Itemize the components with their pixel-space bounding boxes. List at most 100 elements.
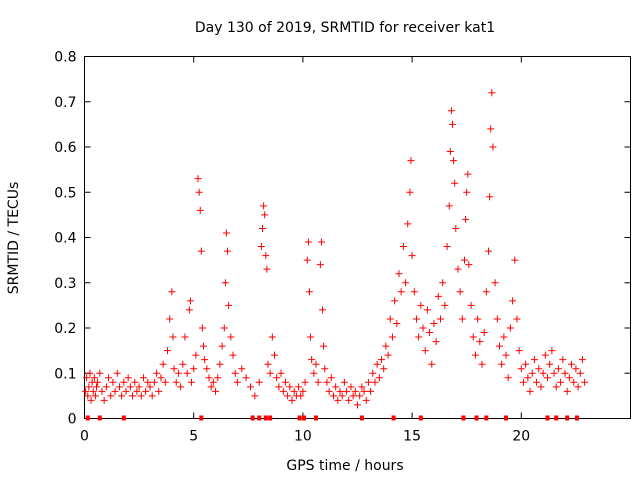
data-point	[384, 351, 392, 359]
data-point	[212, 387, 220, 395]
data-point	[308, 356, 316, 364]
data-point	[258, 224, 266, 232]
data-point	[82, 387, 90, 395]
data-point	[271, 351, 279, 359]
data-point	[471, 351, 479, 359]
data-point	[115, 383, 123, 391]
data-point	[195, 188, 203, 196]
baseline-mark	[504, 415, 509, 421]
data-point	[155, 387, 163, 395]
data-point	[489, 143, 497, 151]
baseline-mark	[418, 415, 423, 421]
data-point	[552, 383, 560, 391]
data-point	[506, 324, 514, 332]
data-point	[135, 383, 143, 391]
data-point	[568, 360, 576, 368]
baseline-mark	[484, 415, 489, 421]
data-point	[295, 383, 303, 391]
data-point	[451, 179, 459, 187]
data-point	[528, 369, 536, 377]
data-point	[275, 383, 283, 391]
data-point	[581, 378, 589, 386]
data-point	[491, 279, 499, 287]
data-point	[524, 374, 532, 382]
data-point	[218, 342, 226, 350]
data-point	[360, 387, 368, 395]
data-point	[382, 342, 390, 350]
data-point	[474, 315, 482, 323]
data-point	[572, 365, 580, 373]
data-point	[198, 324, 206, 332]
data-point	[133, 387, 141, 395]
data-point	[321, 365, 329, 373]
data-point	[439, 279, 447, 287]
data-point	[251, 392, 259, 400]
data-point	[509, 297, 517, 305]
data-point	[305, 288, 313, 296]
data-point	[399, 243, 407, 251]
data-point	[546, 360, 554, 368]
data-point	[517, 365, 525, 373]
data-point	[316, 261, 324, 269]
data-point	[570, 378, 578, 386]
baseline-mark	[297, 415, 302, 421]
data-point	[358, 383, 366, 391]
data-point	[407, 157, 415, 165]
data-point	[332, 383, 340, 391]
data-point	[310, 369, 318, 377]
baseline-mark	[574, 415, 579, 421]
data-point	[428, 360, 436, 368]
data-point	[537, 383, 545, 391]
data-point	[186, 297, 194, 305]
data-point	[412, 315, 420, 323]
baseline-mark	[199, 415, 204, 421]
data-point	[463, 188, 471, 196]
data-point	[395, 270, 403, 278]
data-point	[436, 315, 444, 323]
data-point	[312, 360, 320, 368]
data-point	[84, 392, 92, 400]
baseline-mark	[250, 415, 255, 421]
data-point	[462, 215, 470, 223]
baseline-mark	[263, 415, 268, 421]
baseline-mark	[301, 415, 306, 421]
data-series	[82, 89, 589, 409]
data-point	[100, 396, 108, 404]
data-point	[111, 387, 119, 395]
data-point	[498, 360, 506, 368]
data-point	[181, 333, 189, 341]
data-point	[561, 369, 569, 377]
data-point	[445, 202, 453, 210]
y-axis: 0 0.1 0.2 0.3 0.4 0.5 0.6 0.7 0.8	[54, 50, 631, 428]
data-point	[304, 238, 312, 246]
x-axis-title: GPS time / hours	[286, 458, 403, 474]
data-point	[146, 383, 154, 391]
data-point	[397, 288, 405, 296]
data-point	[467, 301, 475, 309]
data-point	[231, 369, 239, 377]
data-point	[227, 333, 235, 341]
data-point	[576, 369, 584, 377]
data-point	[504, 374, 512, 382]
data-point	[417, 301, 425, 309]
data-point	[170, 365, 178, 373]
data-point	[205, 374, 213, 382]
data-point	[351, 387, 359, 395]
data-point	[159, 360, 167, 368]
baseline-mark	[121, 415, 126, 421]
data-point	[190, 365, 198, 373]
data-point	[349, 392, 357, 400]
y-tick-label: 0.7	[54, 95, 76, 111]
data-point	[533, 378, 541, 386]
x-tick-label: 15	[403, 429, 421, 445]
data-point	[172, 378, 180, 386]
data-point	[320, 342, 328, 350]
data-point	[194, 175, 202, 183]
data-point	[188, 378, 196, 386]
baseline-mark	[391, 415, 396, 421]
data-point	[423, 306, 431, 314]
data-point	[85, 383, 93, 391]
data-point	[122, 387, 130, 395]
data-point	[345, 396, 353, 404]
baseline-mark	[257, 415, 262, 421]
